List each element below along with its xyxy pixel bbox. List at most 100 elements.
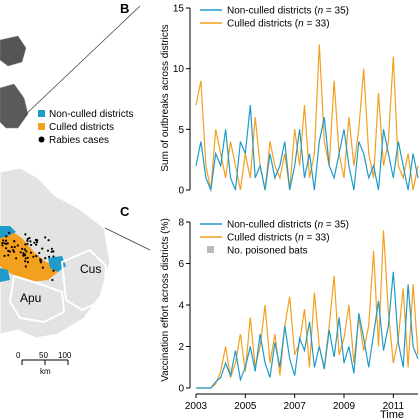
y-tick-label: 15 xyxy=(173,4,185,15)
rabies-case-dot xyxy=(38,251,41,255)
rabies-case-dot xyxy=(7,254,10,257)
rabies-case-dot xyxy=(52,269,55,272)
rabies-case-dot xyxy=(41,247,44,250)
region-label-cus: Cus xyxy=(80,262,101,276)
rabies-case-dot xyxy=(44,236,47,239)
rabies-case-dot xyxy=(35,240,39,244)
scalebar-tick-100: 100 xyxy=(58,351,72,360)
rabies-case-dot xyxy=(12,250,16,253)
y-tick-label: 10 xyxy=(173,64,185,75)
x-tick-label: 2007 xyxy=(284,401,307,412)
rabies-case-dot xyxy=(21,247,24,250)
rabies-case-dot xyxy=(52,255,55,258)
rabies-case-dot xyxy=(33,241,36,244)
scalebar-tick-0: 0 xyxy=(16,351,21,360)
culled-district-cluster xyxy=(0,230,58,282)
rabies-case-dot xyxy=(50,250,53,253)
rabies-case-dot xyxy=(1,241,4,245)
x-tick-label: 2005 xyxy=(234,401,257,412)
rabies-case-dot xyxy=(24,260,27,263)
rabies-case-dot xyxy=(44,257,47,260)
map-region-north xyxy=(0,35,27,67)
rabies-case-dot xyxy=(5,239,8,242)
non-culled-district-cluster xyxy=(0,226,16,238)
map-region-central xyxy=(0,83,29,129)
rabies-case-dot xyxy=(51,278,54,282)
series-line-non-culled xyxy=(195,105,419,193)
legend-label-culled: Culled districts (n = 33) xyxy=(227,233,330,244)
y-tick-label: 0 xyxy=(178,384,184,395)
y-tick-label: 0 xyxy=(178,186,184,197)
rabies-case-dot xyxy=(26,242,29,245)
legend-label-culled: Culled districts xyxy=(49,122,114,133)
panel-c-x-axis-label: Time xyxy=(380,409,404,420)
rabies-case-dot xyxy=(19,251,22,254)
rabies-case-dot xyxy=(32,255,35,258)
rabies-case-dot xyxy=(10,246,13,249)
rabies-case-dot xyxy=(39,261,43,264)
legend-label-poisoned-bats: No. poisoned bats xyxy=(227,246,308,257)
region-label-apu: Apu xyxy=(20,291,41,305)
rabies-case-dot xyxy=(7,249,10,253)
rabies-case-dot xyxy=(1,244,4,247)
scalebar-tick-50: 50 xyxy=(39,351,48,360)
rabies-case-dot xyxy=(2,239,5,242)
rabies-case-dot xyxy=(16,244,19,247)
non-culled-district-cluster xyxy=(48,256,66,272)
scalebar-unit: km xyxy=(40,367,51,376)
rabies-case-dot xyxy=(24,243,27,246)
rabies-case-dot xyxy=(24,265,27,268)
rabies-case-dot xyxy=(46,249,50,252)
rabies-case-dot xyxy=(5,235,8,238)
y-tick-label: 4 xyxy=(178,301,184,312)
rabies-case-dot xyxy=(48,255,51,258)
panel-c-plot: 0 2 4 6 8 2003 2005 2007 2009 2011 Non-culled dist… xyxy=(178,218,419,412)
rabies-case-dot xyxy=(28,236,31,240)
rabies-case-dot xyxy=(12,249,15,252)
rabies-case-dot xyxy=(29,240,32,243)
legend-swatch-non-culled xyxy=(38,110,45,117)
rabies-case-dot xyxy=(5,247,8,250)
non-culled-district-cluster xyxy=(0,268,10,282)
x-tick-label: 2011 xyxy=(383,401,405,412)
scale-bar: 0 50 100 km xyxy=(16,351,72,376)
legend-swatch-poisoned-bats xyxy=(207,246,214,253)
series-line-non-culled xyxy=(196,271,419,389)
rabies-case-dot xyxy=(3,242,6,245)
legend-label-non-culled: Non-culled districts (n = 35) xyxy=(227,220,349,231)
rabies-case-dot xyxy=(15,257,18,260)
rabies-case-dot xyxy=(35,254,38,258)
rabies-case-dot xyxy=(23,253,26,256)
y-tick-label: 6 xyxy=(178,259,184,270)
legend-label-rabies: Rabies cases xyxy=(49,135,109,146)
legend-label-non-culled: Non-culled districts (n = 35) xyxy=(227,6,349,17)
panel-b-plot: 0 5 10 15 Non-culled districts (n = 35) Culle… xyxy=(173,4,419,197)
rabies-case-dot xyxy=(13,245,16,249)
rabies-case-dot xyxy=(3,254,6,257)
rabies-case-dot xyxy=(25,250,28,253)
rabies-case-dot xyxy=(29,251,32,254)
panel-label-c: C xyxy=(120,204,130,219)
rabies-case-dot xyxy=(24,257,27,260)
legend-swatch-culled xyxy=(38,123,45,130)
map-panel: Non-culled districts Culled districts Ra… xyxy=(0,5,151,376)
rabies-case-dot xyxy=(8,250,12,253)
y-tick-label: 5 xyxy=(178,125,184,136)
zoom-connector-line xyxy=(104,227,151,251)
rabies-case-dot xyxy=(8,231,11,234)
series-line-culled xyxy=(195,44,419,191)
panel-label-b: B xyxy=(120,1,129,16)
rabies-case-dots xyxy=(1,231,55,282)
rabies-case-dot xyxy=(41,266,45,269)
panel-b-y-axis-label: Sum of outbreaks across districts xyxy=(160,24,171,171)
rabies-case-dot xyxy=(26,261,29,264)
rabies-case-dot xyxy=(26,256,29,259)
rabies-case-dot xyxy=(26,237,29,241)
rabies-case-dot xyxy=(36,239,39,242)
legend-label-non-culled: Non-culled districts xyxy=(49,109,133,120)
legend-label-culled: Culled districts (n = 33) xyxy=(227,19,330,30)
x-tick-label: 2009 xyxy=(333,401,356,412)
cus-region-outline xyxy=(60,248,108,312)
x-tick-label: 2003 xyxy=(185,401,208,412)
